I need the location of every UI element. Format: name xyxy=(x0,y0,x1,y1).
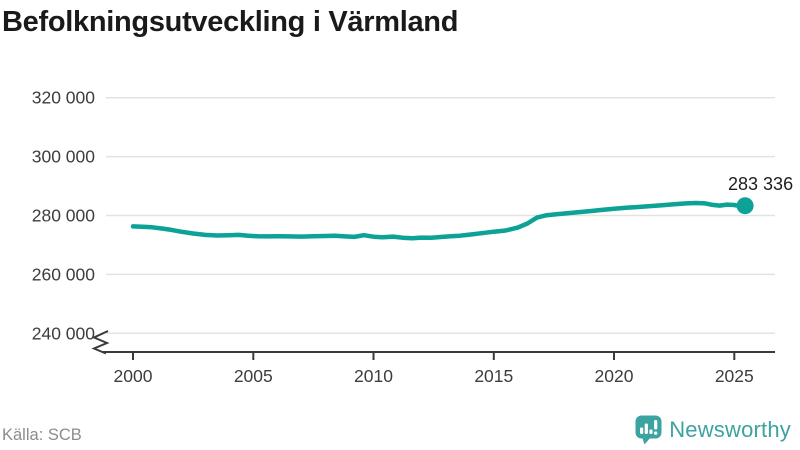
y-axis-tick-label: 300 000 xyxy=(32,147,96,167)
newsworthy-logo-icon xyxy=(635,415,662,445)
y-axis-tick-label: 260 000 xyxy=(32,264,96,284)
x-axis-tick-label: 2025 xyxy=(715,366,754,386)
y-axis-tick-label: 240 000 xyxy=(32,323,96,343)
y-axis-tick-label: 280 000 xyxy=(32,206,96,226)
newsworthy-wordmark: Newsworthy xyxy=(669,417,791,442)
end-point-dot xyxy=(736,197,754,215)
population-line xyxy=(130,200,748,241)
newsworthy-logo[interactable]: Newsworthy xyxy=(635,415,791,445)
chart-title: Befolkningsutveckling i Värmland xyxy=(2,6,459,38)
x-axis-tick-label: 2020 xyxy=(595,366,634,386)
end-point-label: 283 336 xyxy=(728,174,793,194)
x-axis-tick-label: 2010 xyxy=(354,366,393,386)
axis-break-icon xyxy=(91,330,110,355)
y-axis-tick-label: 320 000 xyxy=(32,88,96,108)
source-caption: Källa: SCB xyxy=(2,426,82,444)
x-axis-tick-label: 2015 xyxy=(474,366,513,386)
x-axis-tick-label: 2005 xyxy=(234,366,273,386)
x-axis-tick-label: 2000 xyxy=(114,366,153,386)
